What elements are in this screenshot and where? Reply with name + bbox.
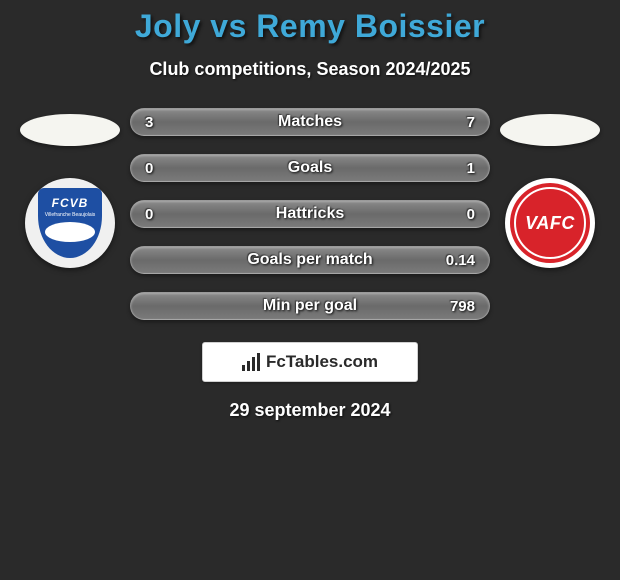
left-club-badge: FCVB Villefranche Beaujolais [25, 178, 115, 268]
right-club-shield: VAFC [510, 183, 590, 263]
brand-box[interactable]: FcTables.com [202, 342, 418, 382]
right-column: VAFC [500, 104, 600, 268]
stat-right-value: 7 [445, 114, 475, 131]
chart-bars-icon [242, 353, 260, 371]
stat-label: Matches [278, 113, 342, 131]
left-club-subtext: Villefranche Beaujolais [45, 212, 96, 218]
date-line: 29 september 2024 [229, 400, 390, 421]
main-row: FCVB Villefranche Beaujolais 3 Matches 7… [0, 104, 620, 320]
left-club-shield: FCVB Villefranche Beaujolais [38, 188, 102, 258]
stat-row-hattricks: 0 Hattricks 0 [130, 200, 490, 228]
brand-text: FcTables.com [266, 352, 378, 372]
stat-label: Goals per match [247, 251, 372, 269]
stat-label: Hattricks [276, 205, 344, 223]
left-flag-ellipse [20, 114, 120, 146]
page-title: Joly vs Remy Boissier [0, 8, 620, 45]
stat-left-value: 0 [145, 206, 175, 223]
stat-right-value: 1 [445, 160, 475, 177]
stat-row-min-per-goal: Min per goal 798 [130, 292, 490, 320]
right-flag-ellipse [500, 114, 600, 146]
footer: FcTables.com 29 september 2024 [0, 342, 620, 421]
comparison-infographic: Joly vs Remy Boissier Club competitions,… [0, 0, 620, 421]
right-club-badge: VAFC [505, 178, 595, 268]
stat-right-value: 0 [445, 206, 475, 223]
stat-label: Goals [288, 159, 332, 177]
stat-left-value: 0 [145, 160, 175, 177]
stats-column: 3 Matches 7 0 Goals 1 0 Hattricks 0 Goal… [130, 104, 490, 320]
right-club-code: VAFC [525, 213, 575, 234]
stat-right-value: 798 [445, 298, 475, 315]
stat-label: Min per goal [263, 297, 357, 315]
stat-left-value: 3 [145, 114, 175, 131]
left-column: FCVB Villefranche Beaujolais [20, 104, 120, 268]
stat-row-goals: 0 Goals 1 [130, 154, 490, 182]
stat-right-value: 0.14 [445, 252, 475, 269]
left-club-code: FCVB [52, 196, 89, 210]
stat-row-matches: 3 Matches 7 [130, 108, 490, 136]
subtitle: Club competitions, Season 2024/2025 [0, 59, 620, 80]
left-club-swoosh [45, 222, 95, 242]
stat-row-goals-per-match: Goals per match 0.14 [130, 246, 490, 274]
